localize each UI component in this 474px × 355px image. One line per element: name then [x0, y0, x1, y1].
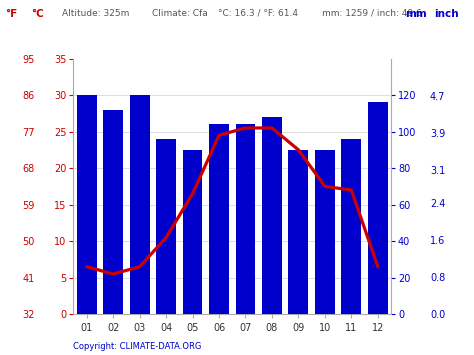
Bar: [209, 124, 229, 314]
Text: °C: °C: [31, 9, 44, 19]
Bar: [130, 95, 150, 314]
Text: °C: 16.3 / °F: 61.4: °C: 16.3 / °F: 61.4: [218, 9, 298, 18]
Bar: [289, 150, 309, 314]
Text: °F: °F: [5, 9, 17, 19]
Bar: [236, 124, 255, 314]
Bar: [77, 95, 97, 314]
Bar: [341, 139, 361, 314]
Bar: [103, 110, 123, 314]
Bar: [156, 139, 176, 314]
Bar: [315, 150, 335, 314]
Text: Copyright: CLIMATE-DATA.ORG: Copyright: CLIMATE-DATA.ORG: [73, 343, 202, 351]
Text: mm: 1259 / inch: 49.6: mm: 1259 / inch: 49.6: [322, 9, 422, 18]
Bar: [182, 150, 202, 314]
Text: mm: mm: [405, 9, 427, 19]
Text: inch: inch: [434, 9, 458, 19]
Bar: [368, 102, 388, 314]
Bar: [262, 117, 282, 314]
Text: Climate: Cfa: Climate: Cfa: [152, 9, 208, 18]
Text: Altitude: 325m: Altitude: 325m: [62, 9, 129, 18]
